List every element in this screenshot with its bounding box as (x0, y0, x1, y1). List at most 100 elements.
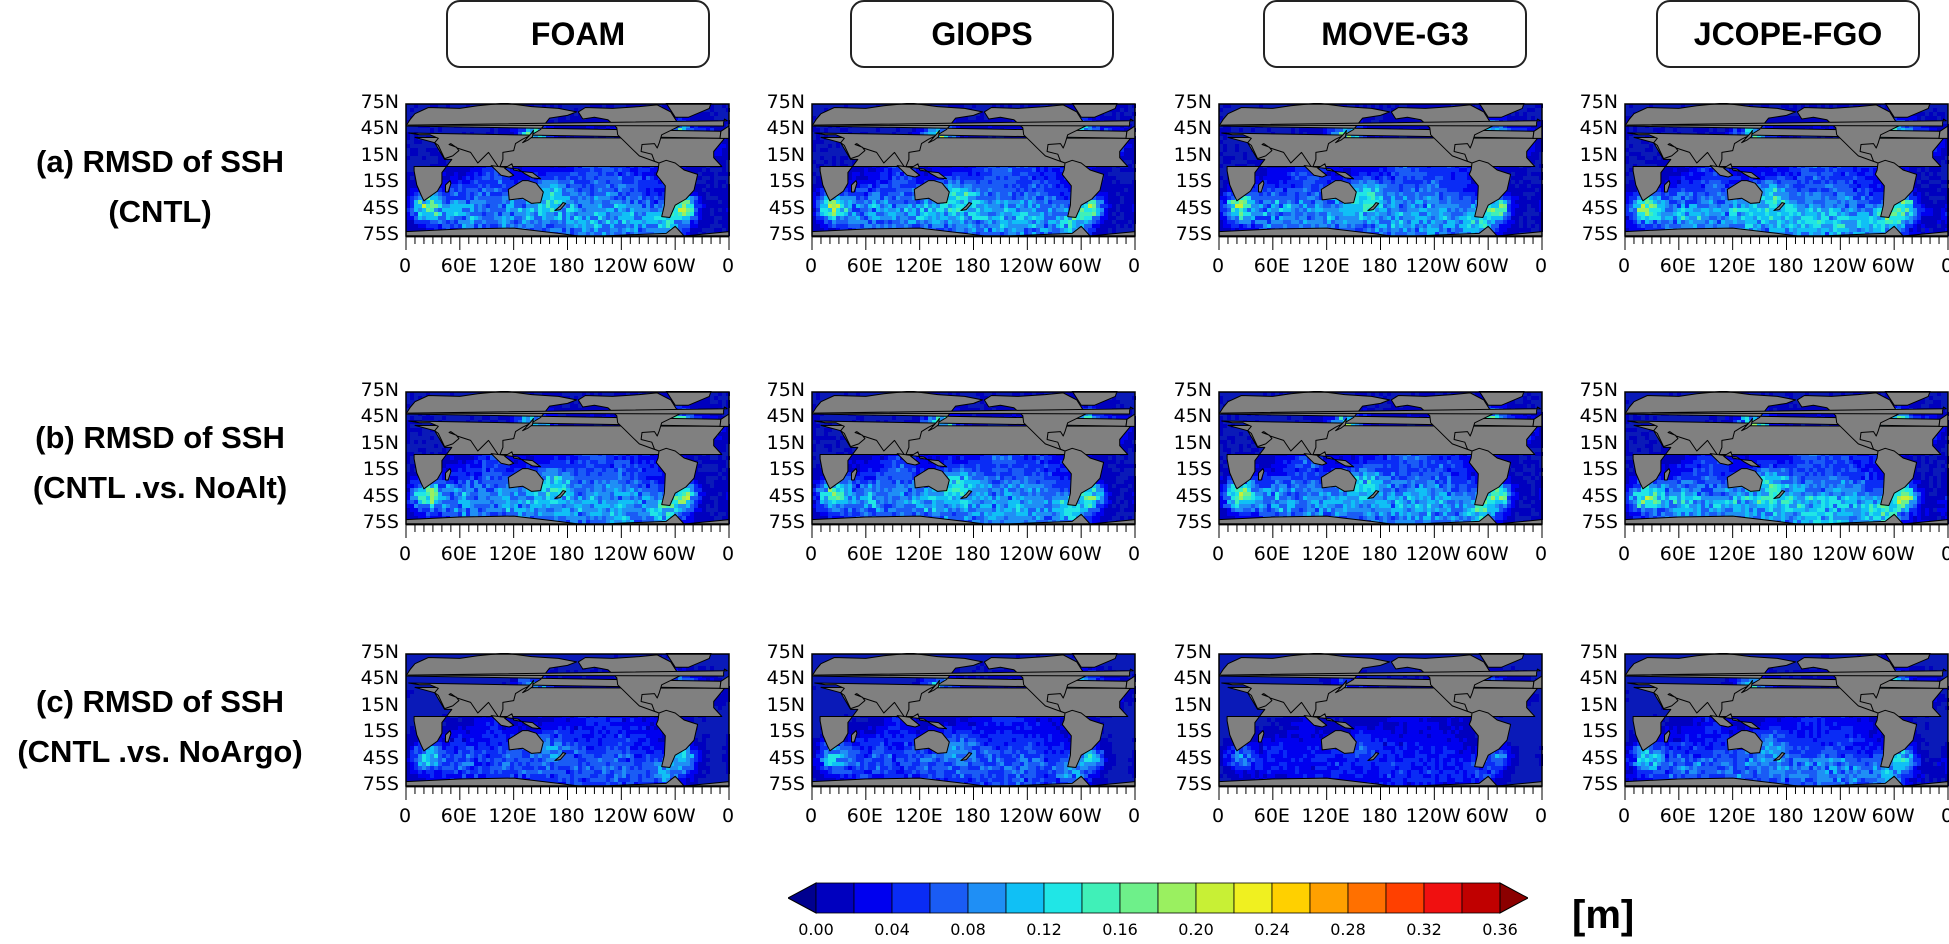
lat-label-b-foam-2: 15N (353, 433, 399, 453)
lon-label-c-foam-6: 0 (722, 807, 734, 826)
lon-label-c-giops-0: 0 (805, 807, 817, 826)
lon-label-b-move-g3-2: 120E (1302, 545, 1350, 564)
colorbar-tick-6: 0.24 (1254, 920, 1290, 939)
lat-label-b-giops-5: 75S (759, 513, 805, 532)
lon-label-c-foam-3: 180 (548, 807, 584, 826)
lat-label-c-jcope-fgo-0: 75N (1572, 643, 1618, 662)
lon-label-b-move-g3-4: 120W (1406, 545, 1461, 564)
lon-label-a-jcope-fgo-1: 60E (1660, 257, 1696, 276)
lon-label-b-move-g3-5: 60W (1466, 545, 1509, 564)
row-label-a: (a) RMSD of SSH (CNTL) (0, 137, 320, 237)
lat-label-c-move-g3-1: 45N (1166, 669, 1212, 688)
lon-label-b-giops-4: 120W (999, 545, 1054, 564)
lat-label-b-foam-3: 15S (353, 460, 399, 479)
lat-label-a-foam-1: 45N (353, 119, 399, 138)
lon-tick-marks (1624, 524, 1949, 538)
row-label-b-line1: (b) RMSD of SSH (0, 413, 320, 463)
colorbar-swatch (929, 882, 969, 914)
land-masses (1218, 653, 1543, 788)
colorbar-swatch (853, 882, 893, 914)
lon-tick-marks (1624, 236, 1949, 250)
lon-label-b-giops-5: 60W (1059, 545, 1102, 564)
col-header-foam: FOAM (446, 0, 710, 68)
lon-label-a-foam-3: 180 (548, 257, 584, 276)
map-panel-b-foam (405, 391, 730, 538)
lon-label-b-giops-0: 0 (805, 545, 817, 564)
map-panel-b-giops (811, 391, 1136, 538)
colorbar-swatch (815, 882, 855, 914)
lon-label-b-foam-6: 0 (722, 545, 734, 564)
lon-tick-marks (1218, 236, 1543, 250)
lon-label-c-giops-6: 0 (1128, 807, 1140, 826)
lon-label-c-foam-1: 60E (441, 807, 477, 826)
colorbar-tick-2: 0.08 (950, 920, 986, 939)
row-label-c-line1: (c) RMSD of SSH (0, 677, 320, 727)
land-masses (1624, 103, 1949, 238)
lon-label-a-move-g3-3: 180 (1361, 257, 1397, 276)
lat-label-b-foam-5: 75S (353, 513, 399, 532)
lon-label-b-foam-4: 120W (593, 545, 648, 564)
lon-label-a-giops-2: 120E (895, 257, 943, 276)
colorbar-swatch (967, 882, 1007, 914)
lat-label-c-jcope-fgo-4: 45S (1572, 748, 1618, 768)
lon-label-b-move-g3-3: 180 (1361, 545, 1397, 564)
lat-label-a-jcope-fgo-5: 75S (1572, 225, 1618, 244)
colorbar-unit: [m] (1572, 893, 1634, 938)
lon-label-a-giops-4: 120W (999, 257, 1054, 276)
lat-label-a-move-g3-0: 75N (1166, 93, 1212, 112)
lon-label-b-jcope-fgo-2: 120E (1708, 545, 1756, 564)
lon-label-a-foam-4: 120W (593, 257, 648, 276)
lat-label-c-foam-5: 75S (353, 775, 399, 794)
colorbar-swatch (1081, 882, 1121, 914)
colorbar-swatch (1119, 882, 1159, 914)
map-panel-c-giops (811, 653, 1136, 800)
lon-label-b-jcope-fgo-6: 0 (1941, 545, 1949, 564)
map-panel-a-giops (811, 103, 1136, 250)
lon-label-b-move-g3-6: 0 (1535, 545, 1547, 564)
lon-label-a-foam-0: 0 (399, 257, 411, 276)
map-panel-a-foam (405, 103, 730, 250)
lon-label-c-move-g3-6: 0 (1535, 807, 1547, 826)
lon-label-a-jcope-fgo-0: 0 (1618, 257, 1630, 276)
lon-label-b-giops-1: 60E (847, 545, 883, 564)
lon-label-c-jcope-fgo-4: 120W (1812, 807, 1867, 826)
lat-label-c-foam-3: 15S (353, 722, 399, 741)
colorbar-tick-7: 0.28 (1330, 920, 1366, 939)
lon-label-a-giops-5: 60W (1059, 257, 1102, 276)
lon-label-c-foam-0: 0 (399, 807, 411, 826)
lon-label-a-giops-1: 60E (847, 257, 883, 276)
lon-tick-marks (405, 524, 730, 538)
lon-label-c-move-g3-1: 60E (1254, 807, 1290, 826)
lon-label-a-foam-1: 60E (441, 257, 477, 276)
col-header-giops: GIOPS (850, 0, 1114, 68)
lat-label-c-giops-0: 75N (759, 643, 805, 662)
lat-label-b-move-g3-0: 75N (1166, 381, 1212, 400)
lat-label-a-jcope-fgo-1: 45N (1572, 119, 1618, 138)
lat-label-c-giops-5: 75S (759, 775, 805, 794)
map-panel-c-jcope-fgo (1624, 653, 1949, 800)
lon-tick-marks (811, 524, 1136, 538)
lon-label-a-giops-6: 0 (1128, 257, 1140, 276)
lat-label-a-foam-2: 15N (353, 145, 399, 165)
lon-label-c-move-g3-5: 60W (1466, 807, 1509, 826)
lon-label-c-move-g3-3: 180 (1361, 807, 1397, 826)
lat-label-a-foam-0: 75N (353, 93, 399, 112)
lat-label-c-jcope-fgo-1: 45N (1572, 669, 1618, 688)
lat-label-a-move-g3-3: 15S (1166, 172, 1212, 191)
lat-label-b-jcope-fgo-5: 75S (1572, 513, 1618, 532)
lat-label-c-foam-1: 45N (353, 669, 399, 688)
lon-label-c-move-g3-0: 0 (1212, 807, 1224, 826)
lon-label-a-foam-6: 0 (722, 257, 734, 276)
lon-label-a-jcope-fgo-4: 120W (1812, 257, 1867, 276)
colorbar-swatch (1271, 882, 1311, 914)
land-masses (1218, 103, 1543, 238)
col-header-move-g3: MOVE-G3 (1263, 0, 1527, 68)
lon-tick-marks (1218, 524, 1543, 538)
lat-label-b-move-g3-2: 15N (1166, 433, 1212, 453)
map-panel-b-move-g3 (1218, 391, 1543, 538)
lat-label-b-move-g3-4: 45S (1166, 486, 1212, 506)
lat-label-a-giops-2: 15N (759, 145, 805, 165)
lat-label-c-foam-4: 45S (353, 748, 399, 768)
lat-label-a-jcope-fgo-4: 45S (1572, 198, 1618, 218)
lat-label-b-foam-4: 45S (353, 486, 399, 506)
